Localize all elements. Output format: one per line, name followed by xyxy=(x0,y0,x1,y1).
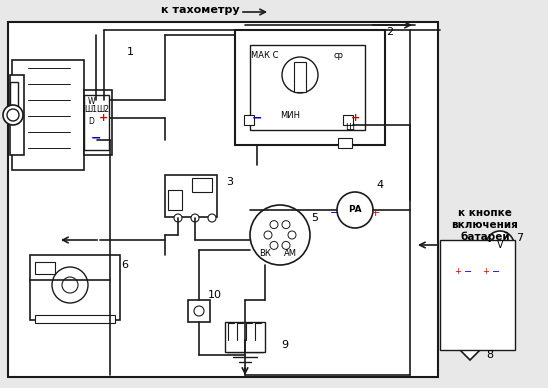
Text: W: W xyxy=(87,97,95,106)
Bar xyxy=(343,115,353,125)
Text: +: + xyxy=(454,267,461,277)
Circle shape xyxy=(282,57,318,93)
Bar xyxy=(478,265,508,340)
Text: 9: 9 xyxy=(282,340,289,350)
Text: Ш2: Ш2 xyxy=(96,106,110,114)
Circle shape xyxy=(337,192,373,228)
Text: +: + xyxy=(483,267,489,277)
Text: АМ: АМ xyxy=(283,248,296,258)
Text: D: D xyxy=(88,118,94,126)
Text: +: + xyxy=(99,113,107,123)
Circle shape xyxy=(194,306,204,316)
Text: Ш: Ш xyxy=(345,123,355,132)
Text: 3: 3 xyxy=(226,177,233,187)
Bar xyxy=(30,255,120,320)
Bar xyxy=(84,95,109,150)
Text: 2: 2 xyxy=(386,27,393,37)
Bar xyxy=(165,175,217,217)
Circle shape xyxy=(486,231,514,259)
Bar xyxy=(35,315,115,323)
Bar xyxy=(12,60,84,170)
Text: 10: 10 xyxy=(208,290,222,300)
Bar xyxy=(84,90,112,155)
Text: 8: 8 xyxy=(487,350,494,360)
Circle shape xyxy=(270,241,278,249)
Circle shape xyxy=(208,214,216,222)
Bar xyxy=(440,240,515,350)
Circle shape xyxy=(191,214,199,222)
Bar xyxy=(8,22,438,377)
Bar xyxy=(294,62,306,92)
Bar xyxy=(168,190,182,210)
Text: МАК С: МАК С xyxy=(251,50,279,59)
Bar xyxy=(10,82,18,107)
Bar xyxy=(192,178,212,192)
Bar xyxy=(250,45,365,130)
Circle shape xyxy=(270,221,278,229)
Text: РА: РА xyxy=(348,206,362,215)
Text: МИН: МИН xyxy=(280,111,300,120)
Circle shape xyxy=(264,231,272,239)
Text: −: − xyxy=(252,111,262,125)
Circle shape xyxy=(7,109,19,121)
Polygon shape xyxy=(455,345,485,360)
Bar xyxy=(188,300,210,322)
Bar xyxy=(10,75,24,155)
Circle shape xyxy=(282,221,290,229)
Circle shape xyxy=(3,105,23,125)
Text: −: − xyxy=(464,267,472,277)
Text: 6: 6 xyxy=(122,260,128,270)
Circle shape xyxy=(174,214,182,222)
Circle shape xyxy=(62,277,78,293)
Bar xyxy=(35,262,55,274)
Text: +: + xyxy=(350,113,359,123)
Bar xyxy=(225,322,265,352)
Bar xyxy=(235,30,385,145)
Text: 1: 1 xyxy=(127,47,134,57)
Text: −: − xyxy=(91,132,101,144)
Text: к тахометру: к тахометру xyxy=(161,5,239,15)
Bar xyxy=(338,138,352,148)
Circle shape xyxy=(288,231,296,239)
Bar xyxy=(450,265,480,340)
Text: −: − xyxy=(492,267,500,277)
Text: −: − xyxy=(330,208,340,218)
Text: +: + xyxy=(370,208,380,218)
Text: ср: ср xyxy=(333,50,343,59)
Circle shape xyxy=(250,205,310,265)
Bar xyxy=(244,115,254,125)
Text: V: V xyxy=(496,240,503,250)
Circle shape xyxy=(282,241,290,249)
Text: ВК: ВК xyxy=(259,248,271,258)
Text: 5: 5 xyxy=(311,213,318,223)
Text: Ш1: Ш1 xyxy=(84,106,98,114)
Text: 4: 4 xyxy=(376,180,384,190)
Text: 7: 7 xyxy=(516,233,523,243)
Text: к кнопке
включения
батарей: к кнопке включения батарей xyxy=(452,208,518,242)
Circle shape xyxy=(52,267,88,303)
